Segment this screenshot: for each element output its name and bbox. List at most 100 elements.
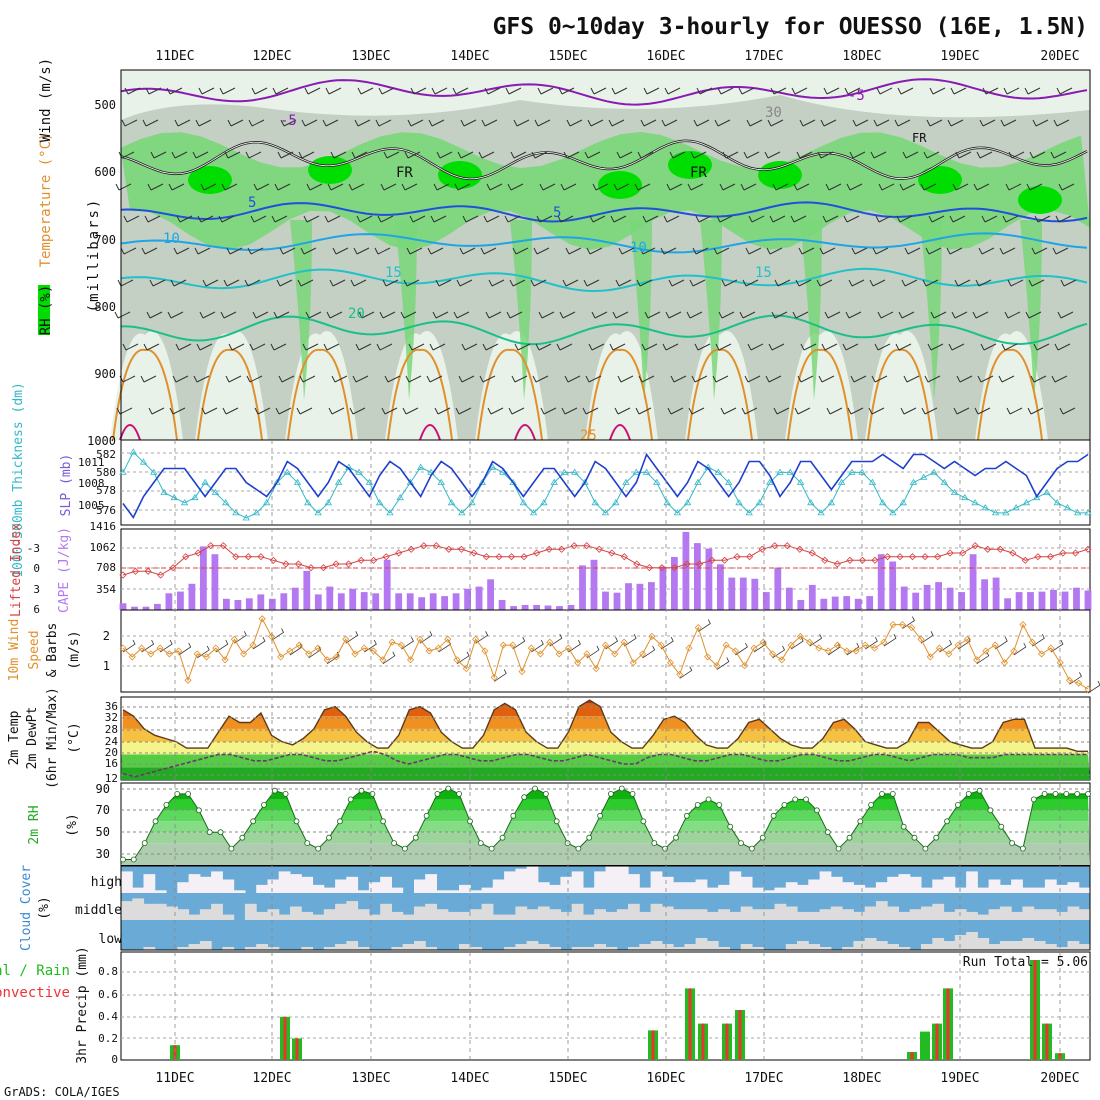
wind-speed-point — [787, 641, 795, 649]
temp2m-panel — [120, 696, 1091, 781]
wind-barb — [661, 119, 678, 127]
wind-speed-point — [1084, 685, 1092, 693]
wind-barb — [669, 151, 686, 159]
thickness-point — [509, 478, 517, 485]
date-label-top: 18DEC — [842, 49, 881, 64]
cape-bar — [200, 546, 207, 610]
wind-barb — [976, 151, 993, 159]
thickness-point — [971, 499, 979, 506]
wind-barb — [533, 247, 550, 255]
temp-tick: 16 — [105, 757, 118, 770]
wind-barb — [920, 183, 937, 191]
cloud-cell — [425, 903, 437, 920]
rh2m-point — [553, 818, 560, 825]
thickness-line — [122, 451, 1088, 519]
cloud-cell — [628, 947, 640, 950]
wind-speed-point — [973, 656, 981, 664]
thickness-point — [878, 499, 887, 506]
thickness-point — [930, 468, 938, 475]
rh2m-point — [380, 818, 387, 825]
cape-bar — [912, 592, 920, 610]
cape-bar — [705, 548, 713, 610]
wind-barb — [251, 87, 268, 95]
thickness-point — [961, 493, 969, 501]
wind-barb — [150, 151, 167, 159]
wind-barb — [741, 407, 758, 415]
lifted-index-point — [420, 542, 428, 550]
cloud-cell — [346, 941, 359, 950]
pressure-tick: 600 — [94, 165, 116, 179]
wind-barb — [400, 311, 417, 319]
precip-conv-bar — [688, 988, 692, 1060]
wind-barb — [799, 119, 816, 127]
wind-speed-point — [128, 653, 136, 661]
wind-barb — [1051, 375, 1068, 383]
wind-barb — [999, 247, 1016, 255]
wind-barb — [1052, 247, 1069, 255]
wind-barb — [1000, 119, 1017, 127]
wind-barb — [844, 87, 861, 95]
wind-barb — [215, 639, 229, 653]
lifted-index-point — [457, 545, 465, 553]
rh2m-point — [965, 791, 972, 797]
wind-barb — [512, 636, 526, 650]
precip-conv-bar — [725, 1023, 729, 1060]
wind-barb — [980, 343, 997, 351]
wind-speed-point — [583, 650, 591, 658]
wind-barb — [410, 87, 427, 95]
wind-barb — [534, 119, 551, 127]
wind-speed-point — [611, 650, 619, 658]
cloud-cell — [571, 903, 584, 920]
wind-barb — [947, 119, 964, 127]
lifted-index-point — [658, 564, 666, 572]
cloud-cell — [819, 947, 832, 950]
wind-barb — [557, 215, 574, 223]
cloud-cell — [368, 914, 381, 920]
rh2m-point — [130, 856, 137, 863]
wind-barb — [169, 407, 186, 415]
wind-speed-point — [880, 638, 888, 646]
wind-barb — [143, 343, 160, 351]
rh-convective-finger — [290, 220, 312, 400]
cape-bar — [774, 567, 782, 610]
pressure-tick: 800 — [94, 300, 116, 314]
cape-bar — [1015, 592, 1023, 610]
thickness-point — [1012, 504, 1020, 511]
wind-barb — [1013, 642, 1027, 656]
wind-barb — [982, 87, 999, 95]
precip-total-bar — [920, 1031, 930, 1060]
wind-barb — [350, 279, 367, 287]
wind-barb — [584, 151, 601, 159]
rh2m-point — [998, 823, 1005, 830]
wind-barb — [434, 407, 451, 415]
cloud-cell — [222, 879, 235, 893]
wind-barb — [348, 183, 365, 191]
cape-bar — [487, 579, 494, 610]
cloud-cell — [988, 909, 1001, 920]
wind-speed-point — [759, 638, 767, 646]
cloud-cell — [774, 903, 787, 920]
wind-barb — [504, 215, 521, 223]
wind-barb — [1055, 215, 1072, 223]
rh2m-point — [1063, 791, 1070, 797]
wind-barb — [895, 343, 912, 351]
temp-contour-25 — [387, 348, 453, 441]
wind-barb — [930, 311, 947, 319]
wind-barb — [430, 215, 447, 223]
wind-speed-point — [1075, 679, 1083, 687]
wind-barb — [1056, 87, 1073, 95]
wind-barb — [195, 119, 212, 127]
lifted-index-point — [558, 545, 566, 553]
cloud-cell — [785, 906, 798, 920]
cloud-cell — [898, 947, 911, 950]
date-label-bottom: 12DEC — [252, 1071, 291, 1086]
rh2m-point — [846, 834, 853, 841]
cloud-cell — [222, 947, 235, 950]
wind-barb — [665, 311, 682, 319]
cloud-label: Cloud Cover — [19, 865, 34, 951]
cape-bar — [590, 559, 598, 610]
wind-barb — [454, 183, 471, 191]
rh2m-point — [727, 823, 734, 830]
cape-bar — [900, 586, 908, 610]
wind-barb — [587, 119, 604, 127]
